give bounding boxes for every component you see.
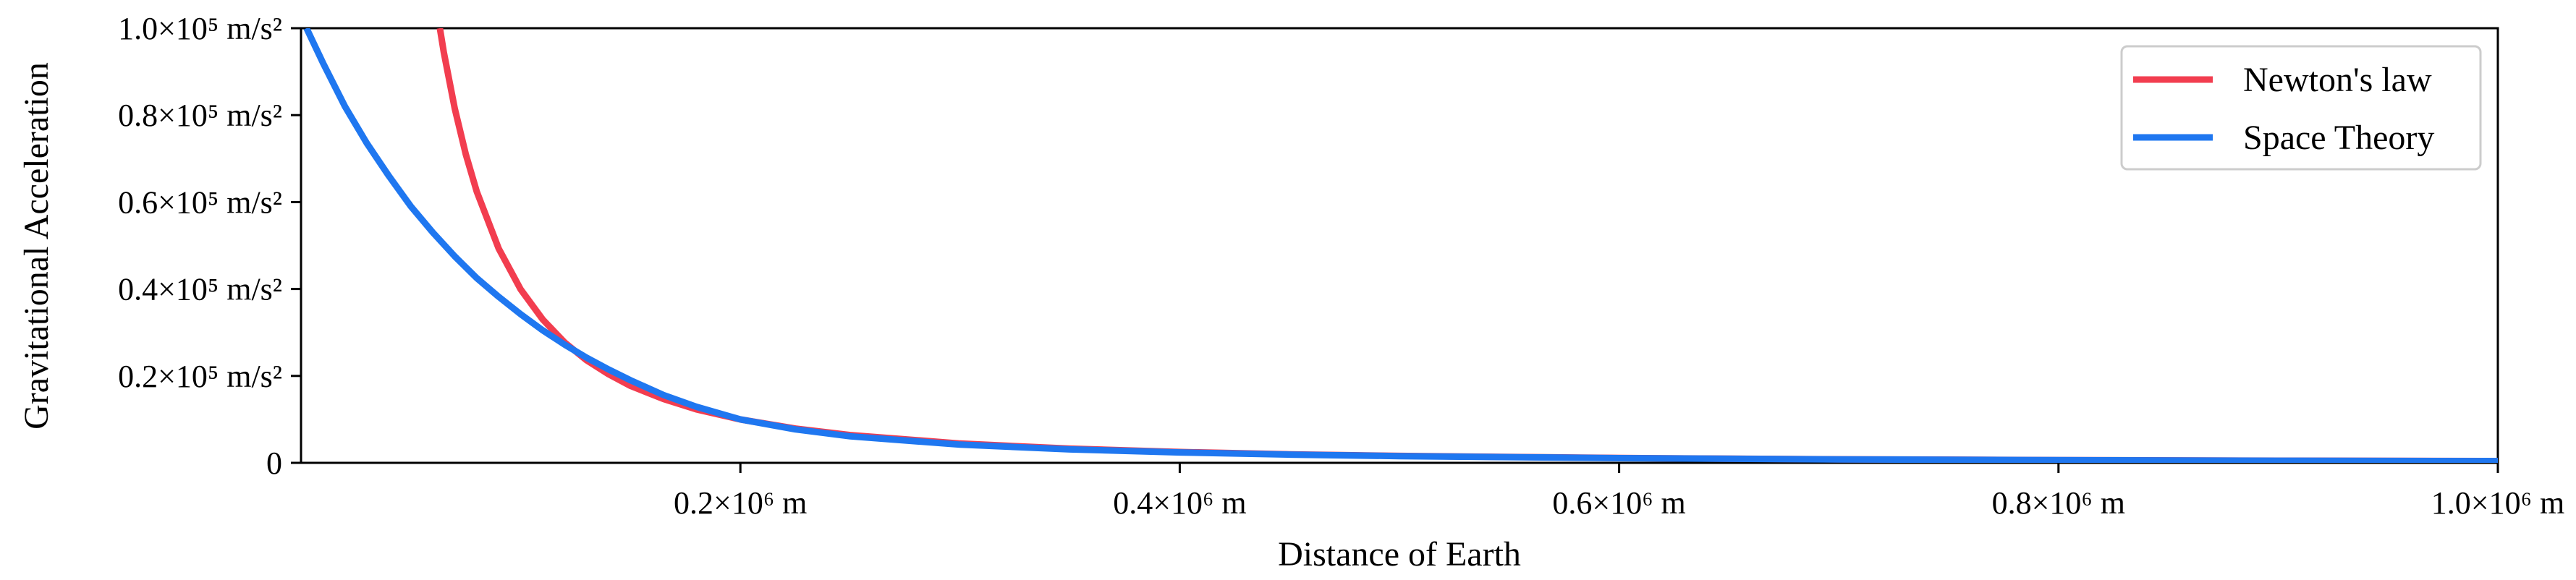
- x-axis-label: Distance of Earth: [1278, 535, 1521, 573]
- x-tick-label: 0.4×10⁶ m: [1113, 485, 1246, 521]
- legend-label-space-theory: Space Theory: [2243, 119, 2434, 157]
- y-tick-label: 0.6×10⁵ m/s²: [118, 184, 282, 220]
- y-tick-label: 1.0×10⁵ m/s²: [118, 11, 282, 46]
- legend-label-newtons-law: Newton's law: [2243, 61, 2432, 99]
- plot-area: [300, 27, 2499, 464]
- x-axis: 0.2×10⁶ m 0.4×10⁶ m 0.6×10⁶ m 0.8×10⁶ m 1.0×…: [674, 463, 2564, 521]
- x-tick-label: 1.0×10⁶ m: [2431, 485, 2564, 521]
- y-axis-label: Gravitational Acceleration: [17, 62, 56, 430]
- y-tick-label: 0.8×10⁵ m/s²: [118, 98, 282, 133]
- series-line-space-theory: [303, 28, 2498, 463]
- x-tick-label: 0.8×10⁶ m: [1992, 485, 2125, 521]
- series-group: [303, 28, 2498, 463]
- y-tick-label: 0: [266, 445, 282, 481]
- x-tick-label: 0.6×10⁶ m: [1552, 485, 1685, 521]
- legend: Newton's law Space Theory: [2120, 45, 2482, 171]
- y-axis: 0 0.2×10⁵ m/s² 0.4×10⁵ m/s² 0.6×10⁵ m/s² 0.8…: [118, 11, 301, 481]
- y-tick-label: 0.4×10⁵ m/s²: [118, 272, 282, 307]
- y-tick-label: 0.2×10⁵ m/s²: [118, 359, 282, 394]
- x-tick-label: 0.2×10⁶ m: [674, 485, 807, 521]
